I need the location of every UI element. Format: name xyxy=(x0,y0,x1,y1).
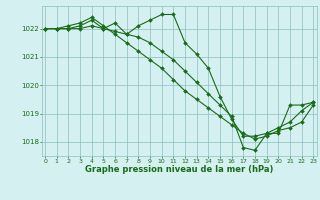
X-axis label: Graphe pression niveau de la mer (hPa): Graphe pression niveau de la mer (hPa) xyxy=(85,165,273,174)
